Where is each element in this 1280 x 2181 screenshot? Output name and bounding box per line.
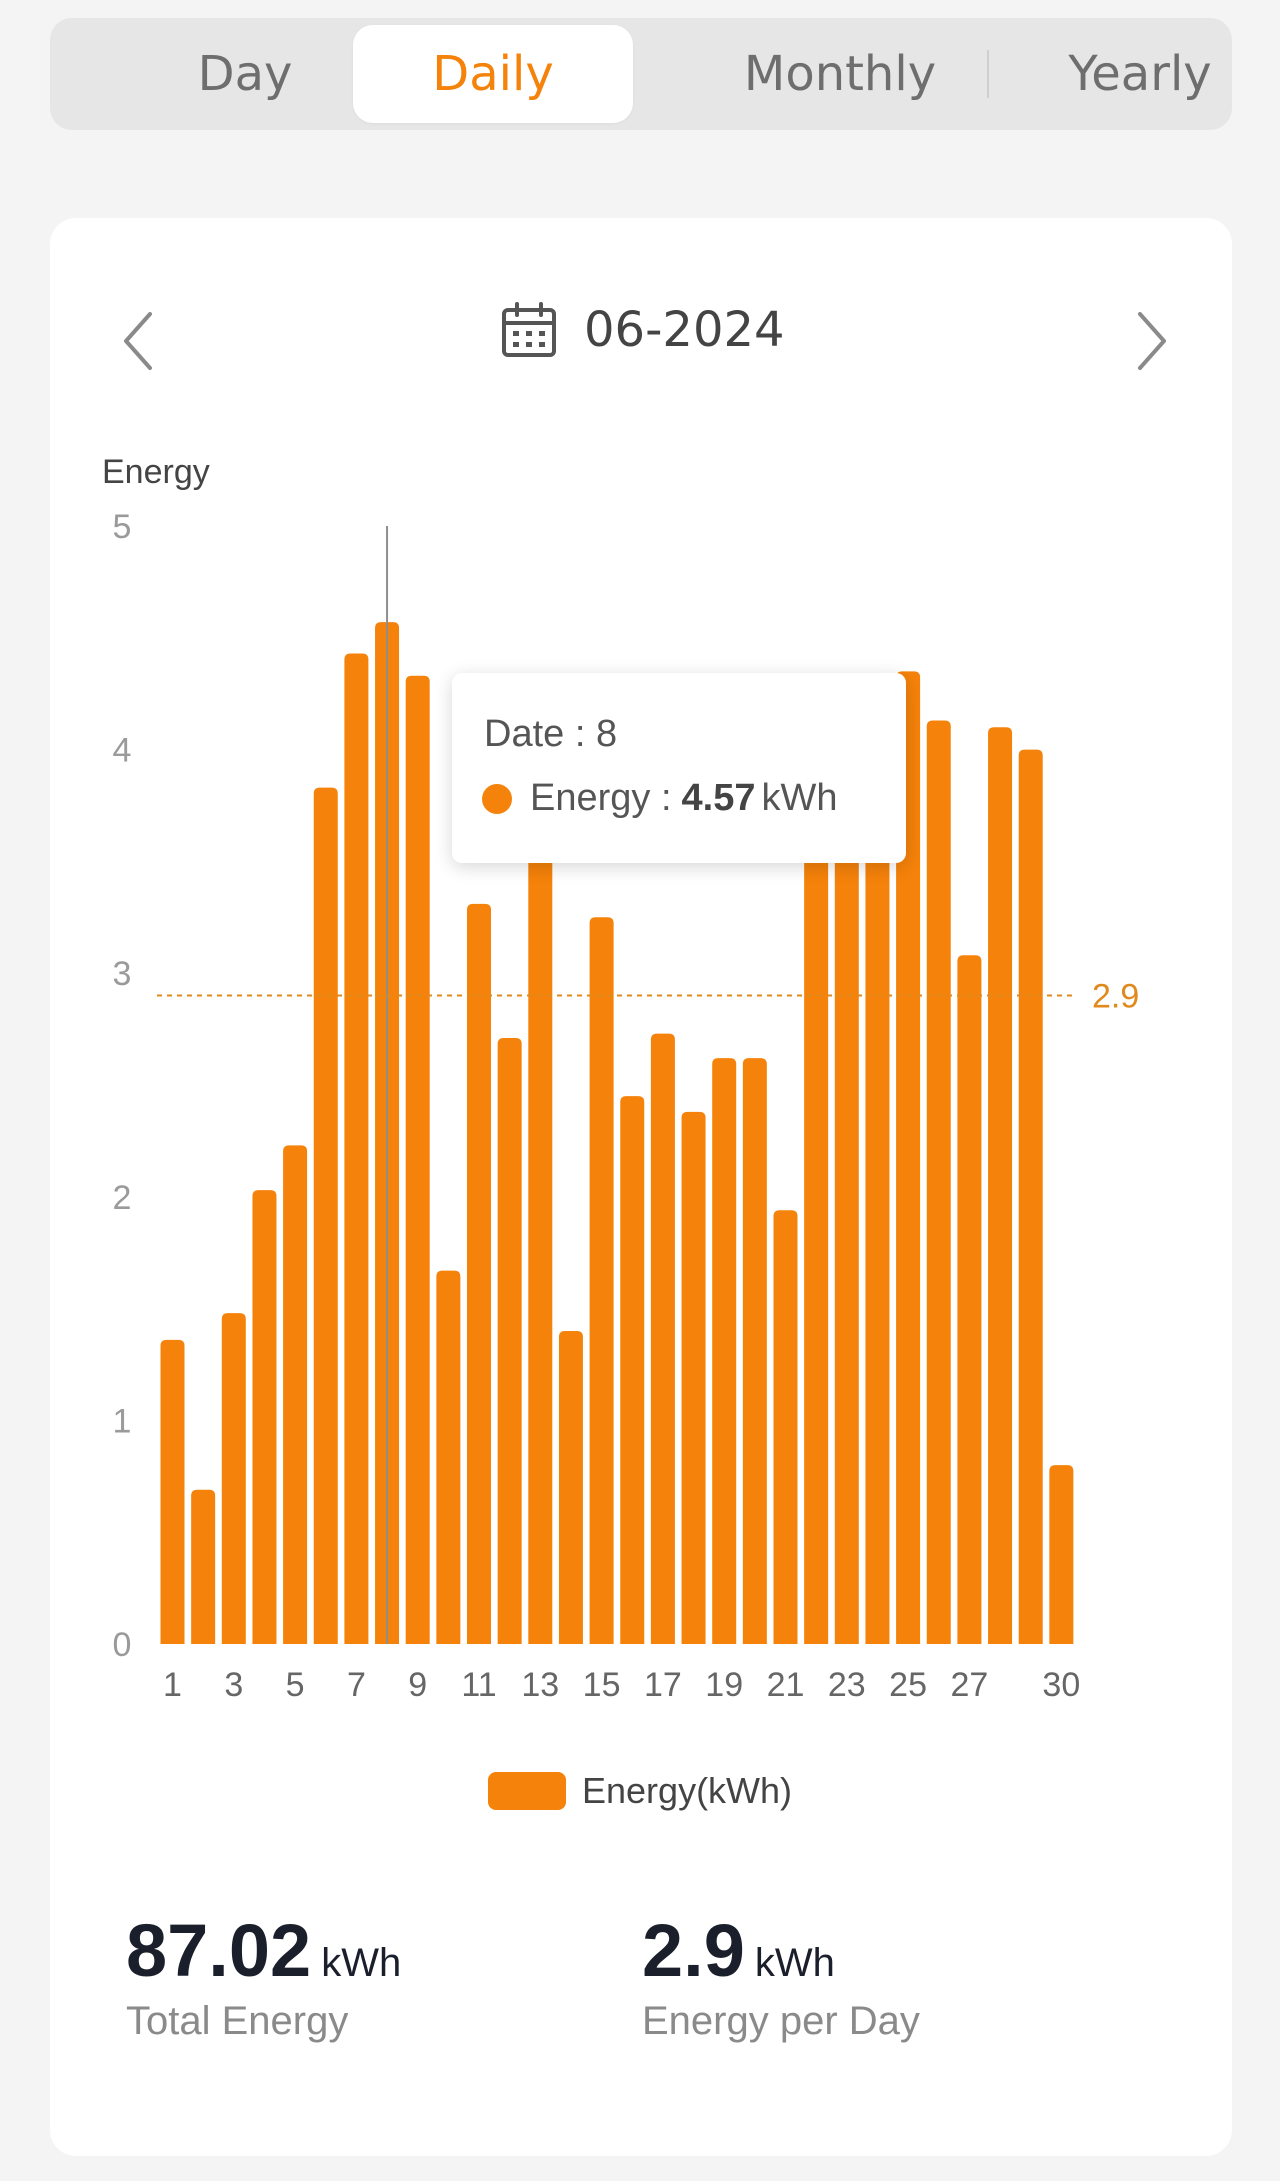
tab-divider [987,50,989,98]
period-label: 06-2024 [584,302,785,358]
x-tick-label: 17 [644,1666,682,1698]
energy-per-day-label: Energy per Day [642,1999,920,2043]
tab-yearly[interactable]: Yearly [1068,46,1212,102]
x-tick-label: 1 [163,1666,182,1698]
bar [712,1058,737,1644]
chart-tooltip: Date : 8 Energy : 4.57 kWh [452,673,906,863]
x-tick-label: 25 [889,1666,927,1698]
y-tick-label: 3 [113,955,132,993]
x-tick-label: 30 [1042,1666,1080,1698]
bar [620,1096,645,1644]
total-energy-stat: 87.02 kWh Total Energy [126,1908,401,2044]
y-tick-label: 2 [113,1179,132,1217]
previous-period-button[interactable] [110,296,170,386]
tooltip-series-label: Energy : [530,777,672,819]
y-axis-label: Energy [102,453,210,491]
tooltip-value: 4.57 [681,777,756,819]
bar [650,1033,675,1644]
x-tick-label: 23 [828,1666,866,1698]
period-tabs: Day Daily Monthly Yearly [50,18,1232,130]
x-tick-label: 27 [950,1666,988,1698]
x-tick-label: 11 [461,1666,496,1698]
bar [344,653,369,1644]
chart-legend[interactable]: Energy(kWh) [488,1770,792,1812]
bar [1049,1465,1074,1644]
energy-per-day-value: 2.9 [642,1909,745,1992]
y-tick-label: 1 [113,1402,132,1440]
bar [742,1058,767,1644]
total-energy-label: Total Energy [126,1999,349,2043]
y-tick-label: 0 [113,1626,132,1664]
period-picker[interactable]: 06-2024 [500,290,785,370]
x-tick-label: 9 [408,1666,427,1698]
tooltip-energy-row: Energy : 4.57 kWh [482,777,838,820]
bar [834,839,859,1644]
tooltip-date: Date : 8 [484,713,618,755]
bar [221,1313,246,1644]
x-tick-label: 3 [224,1666,243,1698]
bar [467,903,491,1644]
bar [1018,749,1043,1644]
average-line-label: 2.9 [1092,978,1139,1016]
bar [988,727,1013,1644]
bar [957,955,982,1644]
energy-per-day-stat: 2.9 kWh Energy per Day [642,1908,920,2044]
bar [405,675,430,1644]
bar [160,1339,185,1644]
bar [558,1330,583,1644]
tab-day[interactable]: Day [197,46,293,102]
energy-chart-card: 06-2024 Energy 0 1 2 3 4 5 2.9 1 3 5 7 9 11 13 15 17 19 21… [50,218,1232,2156]
next-period-button[interactable] [1120,296,1180,386]
bar [865,839,890,1644]
tooltip-series-dot [482,783,512,814]
total-energy-value: 87.02 [126,1909,312,1992]
tab-daily[interactable]: Daily [353,25,633,123]
bar [436,1270,461,1644]
bar [773,1210,798,1644]
bar [804,839,829,1644]
bar [252,1190,277,1644]
energy-per-day-unit: kWh [754,1941,835,1985]
bar [589,917,614,1644]
y-tick-label: 5 [113,508,132,546]
calendar-icon [502,302,556,357]
x-tick-label: 7 [347,1666,366,1698]
bar [528,839,553,1644]
legend-swatch [488,1772,566,1810]
x-tick-label: 13 [521,1666,559,1698]
bar [313,787,338,1644]
total-energy-unit: kWh [321,1941,402,1985]
chevron-left-icon [124,312,152,370]
y-tick-label: 4 [113,732,132,770]
bar [497,1038,522,1644]
tab-monthly[interactable]: Monthly [743,46,937,102]
bar [896,671,921,1644]
tooltip-unit: kWh [761,777,838,819]
legend-label: Energy(kWh) [582,1770,793,1811]
bar [191,1489,216,1644]
bar [681,1111,706,1644]
bar [283,1145,308,1644]
bar [926,720,951,1644]
x-tick-label: 15 [583,1666,621,1698]
chevron-right-icon [1138,312,1166,370]
x-tick-label: 5 [286,1666,305,1698]
x-tick-label: 21 [767,1666,805,1698]
x-tick-label: 19 [705,1666,743,1698]
